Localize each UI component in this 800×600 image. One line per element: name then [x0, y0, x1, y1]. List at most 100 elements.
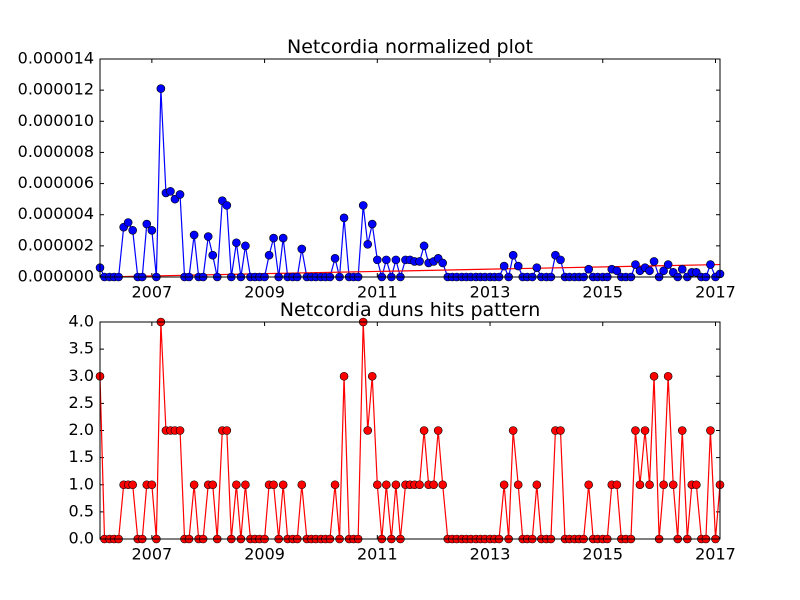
data-point [556, 255, 565, 265]
data-point [264, 250, 274, 260]
data-point [175, 426, 185, 435]
data-point [241, 241, 250, 251]
data-point [640, 426, 650, 435]
data-point [123, 218, 133, 227]
data-point [438, 258, 447, 268]
x-tick-label: 2013 [470, 283, 511, 302]
data-point [645, 266, 654, 276]
data-point [358, 201, 368, 210]
data-point [128, 480, 137, 490]
axes-frame [99, 58, 721, 278]
data-point [499, 480, 509, 490]
data-point [415, 257, 424, 266]
data-point [373, 480, 382, 490]
y-tick-label: 3.5 [69, 339, 94, 358]
data-point [147, 225, 157, 235]
y-tick-label: 2.5 [69, 393, 94, 412]
data-point [330, 254, 340, 263]
data-line [99, 321, 721, 540]
x-tick-label: 2007 [131, 283, 172, 302]
data-point [278, 480, 288, 490]
data-point [203, 232, 213, 241]
plot-area [95, 317, 725, 544]
data-point [363, 426, 373, 435]
data-point [391, 480, 401, 490]
data-point [382, 255, 391, 265]
data-point [508, 426, 518, 435]
data-point [175, 190, 185, 199]
data-point [269, 233, 278, 243]
data-point [208, 250, 218, 260]
data-point [363, 240, 373, 249]
data-point [339, 371, 349, 381]
data-point [513, 480, 523, 490]
data-point [584, 264, 593, 274]
y-tick-label: 0.0 [69, 529, 94, 548]
x-tick-label: 2015 [582, 283, 623, 302]
data-point [232, 238, 241, 248]
data-point [330, 480, 340, 490]
data-point [189, 230, 199, 240]
x-tick-label: 2013 [470, 545, 511, 564]
chart-title: Netcordia normalized plot [287, 36, 533, 58]
y-tick-label: 1.5 [69, 447, 94, 466]
x-tick-label: 2009 [244, 283, 285, 302]
axes-frame [99, 321, 721, 540]
data-point [659, 480, 668, 490]
data-point [373, 255, 382, 265]
data-point [706, 260, 715, 269]
data-point [649, 371, 659, 381]
data-point [339, 213, 349, 223]
data-point [367, 371, 377, 381]
data-point [297, 480, 307, 490]
data-point [532, 480, 542, 490]
chart-title: Netcordia duns hits pattern [280, 299, 541, 321]
x-tick-label: 2015 [582, 545, 623, 564]
data-point [668, 480, 678, 490]
data-point [269, 480, 278, 490]
data-point [612, 266, 622, 276]
y-tick-label: 0.000008 [18, 142, 94, 161]
data-point [612, 480, 622, 490]
y-tick-label: 4.0 [69, 312, 94, 331]
data-point [556, 426, 565, 435]
data-point [532, 263, 542, 272]
data-point [584, 480, 593, 490]
data-point [419, 241, 429, 251]
data-point [156, 84, 166, 93]
data-point [232, 480, 241, 490]
y-tick-label: 0.000006 [18, 173, 94, 192]
data-point [142, 219, 152, 229]
y-tick-label: 1.0 [69, 474, 94, 493]
data-point [706, 426, 715, 435]
data-point [508, 250, 518, 260]
data-point [631, 426, 640, 435]
data-point [166, 187, 175, 196]
y-tick-label: 0.000012 [18, 80, 94, 99]
x-tick-label: 2007 [131, 545, 172, 564]
y-tick-label: 0.000014 [18, 49, 94, 68]
data-point [367, 219, 377, 229]
data-point [415, 480, 424, 490]
plot-area [95, 84, 725, 282]
data-point [297, 244, 307, 254]
data-point [677, 426, 687, 435]
data-point [419, 426, 429, 435]
y-tick-label: 2.0 [69, 420, 94, 439]
data-point [649, 257, 659, 266]
data-point [128, 225, 137, 235]
y-tick-label: 0.000000 [18, 267, 94, 286]
x-tick-label: 2011 [357, 545, 398, 564]
data-point [222, 426, 232, 435]
data-point [692, 480, 701, 490]
data-point [677, 264, 687, 274]
data-point [382, 480, 391, 490]
data-point [278, 233, 288, 243]
data-point [391, 255, 401, 265]
data-point [189, 480, 199, 490]
x-tick-label: 2011 [357, 283, 398, 302]
data-point [663, 371, 673, 381]
y-tick-label: 3.0 [69, 366, 94, 385]
data-point [645, 480, 654, 490]
